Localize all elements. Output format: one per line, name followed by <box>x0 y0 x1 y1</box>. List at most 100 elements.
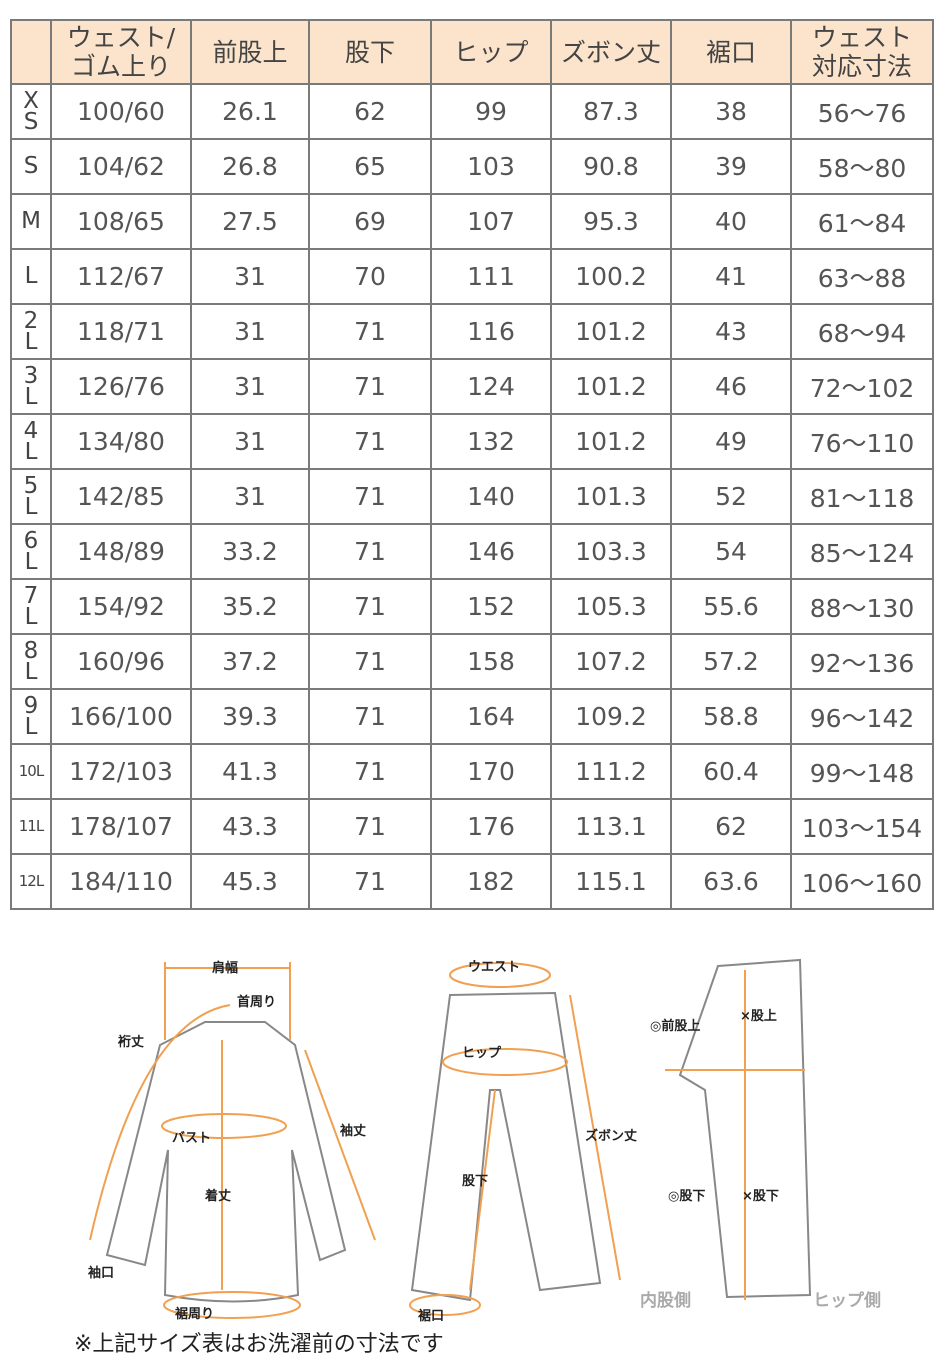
table-cell: 72～102 <box>790 358 934 415</box>
table-cell: 111.2 <box>550 743 672 800</box>
table-cell: 41.3 <box>190 743 310 800</box>
column-header <box>10 19 52 85</box>
label-yuki: 裄丈 <box>117 1034 144 1050</box>
table-cell: 52 <box>670 468 792 525</box>
washing-note: ※上記サイズ表はお洗濯前の寸法です <box>74 1332 444 1357</box>
column-header: 股下 <box>308 19 432 85</box>
label-cuff: 袖口 <box>88 1265 114 1281</box>
table-cell: 31 <box>190 358 310 415</box>
column-header: 裾口 <box>670 19 792 85</box>
table-cell: 26.8 <box>190 138 310 195</box>
table-cell: 49 <box>670 413 792 470</box>
table-cell: 31 <box>190 468 310 525</box>
table-cell: 158 <box>430 633 552 690</box>
size-label: S <box>10 138 52 195</box>
table-cell: 170 <box>430 743 552 800</box>
table-cell: 88～130 <box>790 578 934 635</box>
column-header: ズボン丈 <box>550 19 672 85</box>
table-row: 9 L 166/100 39.3 71 164 109.2 58.8 96～142 <box>10 688 934 745</box>
table-cell: 101.2 <box>550 358 672 415</box>
table-cell: 107 <box>430 193 552 250</box>
table-cell: 142/85 <box>50 468 192 525</box>
table-cell: 71 <box>308 798 432 855</box>
table-cell: 81～118 <box>790 468 934 525</box>
table-cell: 111 <box>430 248 552 305</box>
column-header: ウェスト 対応寸法 <box>790 19 934 85</box>
table-cell: 85～124 <box>790 523 934 580</box>
table-cell: 71 <box>308 743 432 800</box>
size-label: 11L <box>10 798 52 855</box>
table-cell: 99 <box>430 83 552 140</box>
table-cell: 100/60 <box>50 83 192 140</box>
table-cell: 57.2 <box>670 633 792 690</box>
table-cell: 61～84 <box>790 193 934 250</box>
label-hip: ヒップ <box>462 1046 502 1061</box>
column-header: ウェスト/ ゴム上り <box>50 19 192 85</box>
table-row: 12L 184/110 45.3 71 182 115.1 63.6 106～160 <box>10 853 934 910</box>
table-cell: 70 <box>308 248 432 305</box>
label-waist: ウエスト <box>468 960 520 975</box>
table-cell: 43 <box>670 303 792 360</box>
table-cell: 107.2 <box>550 633 672 690</box>
table-cell: 164 <box>430 688 552 745</box>
label-inseam-o: ◎股下 <box>668 1189 705 1204</box>
table-cell: 140 <box>430 468 552 525</box>
table-row: 11L 178/107 43.3 71 176 113.1 62 103～154 <box>10 798 934 855</box>
table-cell: 101.2 <box>550 413 672 470</box>
label-front-rise: ◎前股上 <box>650 1018 700 1034</box>
table-cell: 103 <box>430 138 552 195</box>
table-cell: 178/107 <box>50 798 192 855</box>
size-label: 10L <box>10 743 52 800</box>
table-cell: 60.4 <box>670 743 792 800</box>
table-cell: 172/103 <box>50 743 192 800</box>
table-cell: 56～76 <box>790 83 934 140</box>
table-row: 5 L 142/85 31 71 140 101.3 52 81～118 <box>10 468 934 525</box>
table-cell: 62 <box>308 83 432 140</box>
measurement-diagram: 肩幅 首周り 裄丈 バスト 袖丈 着丈 袖口 裾周り ウエスト ヒップ 股下 ズ… <box>88 958 881 1324</box>
table-cell: 33.2 <box>190 523 310 580</box>
size-label: M <box>10 193 52 250</box>
table-cell: 184/110 <box>50 853 192 910</box>
table-row: 4 L 134/80 31 71 132 101.2 49 76～110 <box>10 413 934 470</box>
table-cell: 40 <box>670 193 792 250</box>
table-cell: 71 <box>308 523 432 580</box>
table-cell: 100.2 <box>550 248 672 305</box>
table-cell: 71 <box>308 413 432 470</box>
table-cell: 58～80 <box>790 138 934 195</box>
table-cell: 96～142 <box>790 688 934 745</box>
table-cell: 99～148 <box>790 743 934 800</box>
table-cell: 126/76 <box>50 358 192 415</box>
table-cell: 148/89 <box>50 523 192 580</box>
table-cell: 115.1 <box>550 853 672 910</box>
size-label: L <box>10 248 52 305</box>
table-row: 8 L 160/96 37.2 71 158 107.2 57.2 92～136 <box>10 633 934 690</box>
shirt-outline <box>105 1021 347 1303</box>
table-cell: 106～160 <box>790 853 934 910</box>
table-cell: 176 <box>430 798 552 855</box>
table-row: 6 L 148/89 33.2 71 146 103.3 54 85～124 <box>10 523 934 580</box>
table-cell: 182 <box>430 853 552 910</box>
label-hem: 裾周り <box>175 1306 214 1322</box>
table-cell: 39 <box>670 138 792 195</box>
table-cell: 35.2 <box>190 578 310 635</box>
size-label: 12L <box>10 853 52 910</box>
table-cell: 71 <box>308 633 432 690</box>
column-header: 前股上 <box>190 19 310 85</box>
table-row: S 104/62 26.8 65 103 90.8 39 58～80 <box>10 138 934 195</box>
label-rise: ×股上 <box>740 1009 777 1024</box>
table-cell: 31 <box>190 303 310 360</box>
label-length: 着丈 <box>204 1188 231 1204</box>
table-cell: 134/80 <box>50 413 192 470</box>
table-cell: 154/92 <box>50 578 192 635</box>
table-cell: 71 <box>308 688 432 745</box>
table-row: 2 L 118/71 31 71 116 101.2 43 68～94 <box>10 303 934 360</box>
label-bust: バスト <box>172 1131 211 1146</box>
table-cell: 58.8 <box>670 688 792 745</box>
label-hip-side: ヒップ側 <box>813 1290 881 1311</box>
table-cell: 37.2 <box>190 633 310 690</box>
table-cell: 31 <box>190 248 310 305</box>
